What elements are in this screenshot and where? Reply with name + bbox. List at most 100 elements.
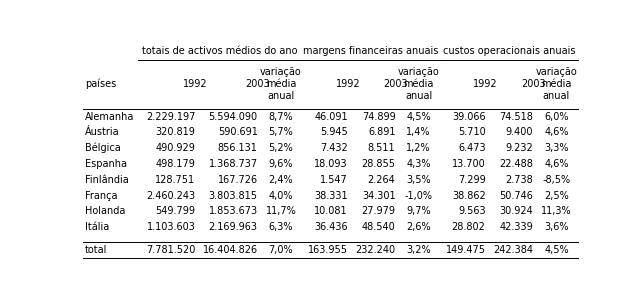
Text: 46.091: 46.091: [314, 112, 348, 121]
Text: 10.081: 10.081: [314, 206, 348, 216]
Text: 4,5%: 4,5%: [406, 112, 431, 121]
Text: variação
média
anual: variação média anual: [398, 67, 440, 101]
Text: 34.301: 34.301: [362, 191, 395, 201]
Text: 9,6%: 9,6%: [269, 159, 293, 169]
Text: 1.103.603: 1.103.603: [147, 222, 195, 232]
Text: 5.710: 5.710: [458, 127, 485, 137]
Text: 18.093: 18.093: [314, 159, 348, 169]
Text: 16.404.826: 16.404.826: [203, 245, 258, 255]
Text: 1992: 1992: [473, 79, 498, 89]
Text: 22.488: 22.488: [500, 159, 533, 169]
Text: 128.751: 128.751: [156, 175, 195, 185]
Text: custos operacionais anuais: custos operacionais anuais: [442, 46, 575, 56]
Text: 1992: 1992: [336, 79, 360, 89]
Text: 549.799: 549.799: [156, 206, 195, 216]
Text: 39.066: 39.066: [452, 112, 485, 121]
Text: 2,6%: 2,6%: [406, 222, 431, 232]
Text: 11,3%: 11,3%: [541, 206, 572, 216]
Text: Áustria: Áustria: [85, 127, 120, 137]
Text: total: total: [85, 245, 107, 255]
Text: 5,2%: 5,2%: [269, 143, 293, 153]
Text: Finlândia: Finlândia: [85, 175, 129, 185]
Text: 6.891: 6.891: [368, 127, 395, 137]
Text: 3,5%: 3,5%: [406, 175, 431, 185]
Text: 7.781.520: 7.781.520: [146, 245, 195, 255]
Text: 9,7%: 9,7%: [406, 206, 431, 216]
Text: 320.819: 320.819: [156, 127, 195, 137]
Text: 30.924: 30.924: [500, 206, 533, 216]
Text: 7,0%: 7,0%: [269, 245, 293, 255]
Text: 6.473: 6.473: [458, 143, 485, 153]
Text: 2003: 2003: [246, 79, 270, 89]
Text: 9.563: 9.563: [458, 206, 485, 216]
Text: 4,5%: 4,5%: [544, 245, 569, 255]
Text: 8.511: 8.511: [368, 143, 395, 153]
Text: 1.368.737: 1.368.737: [208, 159, 258, 169]
Text: Espanha: Espanha: [85, 159, 127, 169]
Text: 2003: 2003: [521, 79, 545, 89]
Text: 5.945: 5.945: [320, 127, 348, 137]
Text: 490.929: 490.929: [156, 143, 195, 153]
Text: -1,0%: -1,0%: [404, 191, 433, 201]
Text: 1.853.673: 1.853.673: [208, 206, 258, 216]
Text: 2.738: 2.738: [505, 175, 533, 185]
Text: 28.855: 28.855: [361, 159, 395, 169]
Text: 163.955: 163.955: [308, 245, 348, 255]
Text: 2,5%: 2,5%: [544, 191, 569, 201]
Text: 2.169.963: 2.169.963: [208, 222, 258, 232]
Text: 74.518: 74.518: [500, 112, 533, 121]
Text: 1,2%: 1,2%: [406, 143, 431, 153]
Text: 38.862: 38.862: [452, 191, 485, 201]
Text: 50.746: 50.746: [500, 191, 533, 201]
Text: 27.979: 27.979: [361, 206, 395, 216]
Text: 167.726: 167.726: [217, 175, 258, 185]
Text: 7.299: 7.299: [458, 175, 485, 185]
Text: 2.460.243: 2.460.243: [147, 191, 195, 201]
Text: 3,2%: 3,2%: [406, 245, 431, 255]
Text: 5,7%: 5,7%: [269, 127, 293, 137]
Text: 6,0%: 6,0%: [544, 112, 568, 121]
Text: 242.384: 242.384: [493, 245, 533, 255]
Text: 2,4%: 2,4%: [269, 175, 293, 185]
Text: 8,7%: 8,7%: [269, 112, 293, 121]
Text: 1,4%: 1,4%: [406, 127, 431, 137]
Text: 149.475: 149.475: [446, 245, 485, 255]
Text: variação
média
anual: variação média anual: [536, 67, 577, 101]
Text: 42.339: 42.339: [500, 222, 533, 232]
Text: 28.802: 28.802: [451, 222, 485, 232]
Text: França: França: [85, 191, 118, 201]
Text: 4,0%: 4,0%: [269, 191, 293, 201]
Text: -8,5%: -8,5%: [543, 175, 570, 185]
Text: 4,6%: 4,6%: [544, 159, 568, 169]
Text: 590.691: 590.691: [218, 127, 258, 137]
Text: 1992: 1992: [183, 79, 208, 89]
Text: 48.540: 48.540: [362, 222, 395, 232]
Text: 4,6%: 4,6%: [544, 127, 568, 137]
Text: Itália: Itália: [85, 222, 109, 232]
Text: 13.700: 13.700: [452, 159, 485, 169]
Text: 232.240: 232.240: [356, 245, 395, 255]
Text: 5.594.090: 5.594.090: [208, 112, 258, 121]
Text: 2003: 2003: [383, 79, 408, 89]
Text: 856.131: 856.131: [218, 143, 258, 153]
Text: 36.436: 36.436: [314, 222, 348, 232]
Text: 74.899: 74.899: [362, 112, 395, 121]
Text: 38.331: 38.331: [314, 191, 348, 201]
Text: 2.229.197: 2.229.197: [146, 112, 195, 121]
Text: 6,3%: 6,3%: [269, 222, 293, 232]
Text: 498.179: 498.179: [156, 159, 195, 169]
Text: 1.547: 1.547: [320, 175, 348, 185]
Text: 9.400: 9.400: [506, 127, 533, 137]
Text: 3,3%: 3,3%: [544, 143, 568, 153]
Text: totais de activos médios do ano: totais de activos médios do ano: [142, 46, 298, 56]
Text: Holanda: Holanda: [85, 206, 125, 216]
Text: países: países: [85, 79, 116, 89]
Text: 2.264: 2.264: [368, 175, 395, 185]
Text: variação
média
anual: variação média anual: [260, 67, 302, 101]
Text: margens financeiras anuais: margens financeiras anuais: [303, 46, 439, 56]
Text: 11,7%: 11,7%: [266, 206, 296, 216]
Text: 7.432: 7.432: [320, 143, 348, 153]
Text: Alemanha: Alemanha: [85, 112, 134, 121]
Text: Bélgica: Bélgica: [85, 143, 121, 153]
Text: 9.232: 9.232: [505, 143, 533, 153]
